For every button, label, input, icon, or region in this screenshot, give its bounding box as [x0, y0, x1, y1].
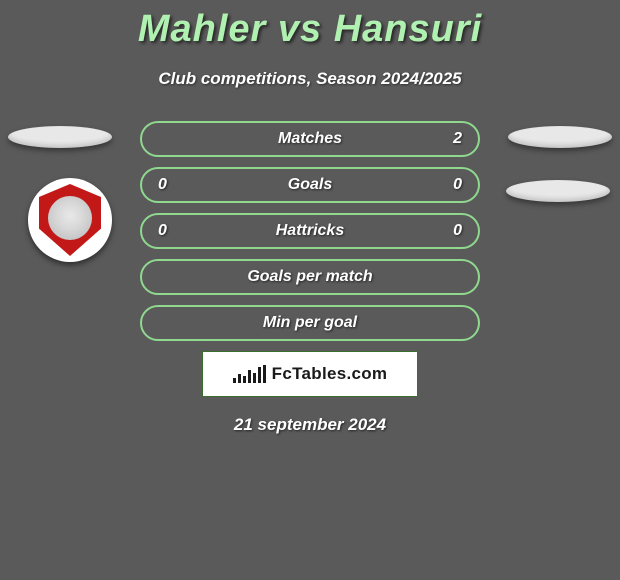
stat-row-hattricks: 0 Hattricks 0: [140, 213, 480, 249]
stat-row-goals: 0 Goals 0: [140, 167, 480, 203]
stats-table: Matches 2 0 Goals 0 0 Hattricks 0 Goals …: [140, 121, 480, 341]
page-title: Mahler vs Hansuri: [0, 0, 620, 51]
player-slot-right: [506, 180, 610, 202]
stat-right-value: 0: [422, 222, 462, 240]
player-slot-top-left: [8, 126, 112, 148]
stat-label: Hattricks: [198, 222, 422, 240]
stat-left-value: 0: [158, 222, 198, 240]
stat-row-matches: Matches 2: [140, 121, 480, 157]
watermark: FcTables.com: [202, 351, 418, 397]
stat-label: Min per goal: [198, 314, 422, 332]
club-crest-icon: [39, 184, 101, 256]
stat-right-value: 0: [422, 176, 462, 194]
stat-label: Goals per match: [198, 268, 422, 286]
player-slot-top-right: [508, 126, 612, 148]
stat-row-goals-per-match: Goals per match: [140, 259, 480, 295]
watermark-chart-icon: [233, 365, 266, 383]
page-subtitle: Club competitions, Season 2024/2025: [0, 69, 620, 89]
watermark-text: FcTables.com: [272, 364, 388, 384]
stat-row-min-per-goal: Min per goal: [140, 305, 480, 341]
date-text: 21 september 2024: [0, 415, 620, 435]
stat-label: Goals: [198, 176, 422, 194]
stat-right-value: 2: [422, 130, 462, 148]
club-badge: [28, 178, 112, 262]
stat-left-value: 0: [158, 176, 198, 194]
stat-label: Matches: [198, 130, 422, 148]
